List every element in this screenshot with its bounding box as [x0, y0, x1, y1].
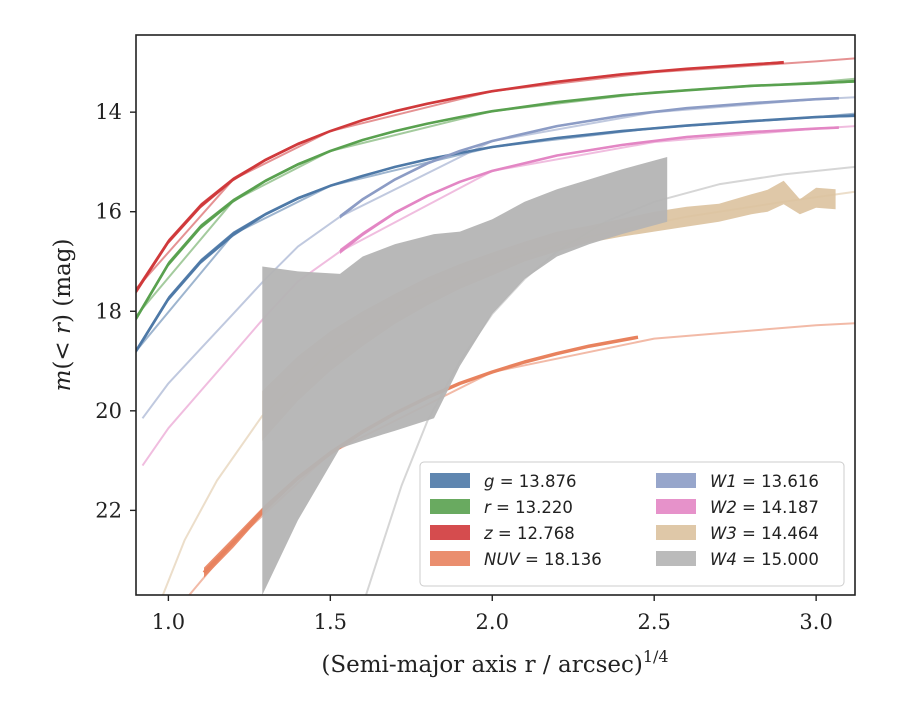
y-tick-label: 22: [95, 498, 122, 522]
legend-swatch-z: [430, 525, 470, 540]
profile-line-w1: [339, 96, 839, 218]
y-tick-label: 18: [95, 299, 122, 323]
legend: g = 13.876 r = 13.220 z = 12.768 NUV = 18.1…: [419, 461, 845, 587]
plot-area: [136, 57, 855, 595]
x-tick-label: 1.5: [314, 610, 347, 634]
y-axis: 14 16 18 20 22: [95, 100, 136, 522]
legend-label-w2: W2 = 14.187: [710, 498, 819, 517]
legend-swatch-w2: [656, 499, 696, 514]
y-axis-label: m(< r) (mag): [50, 239, 76, 392]
x-tick-label: 3.0: [799, 610, 832, 634]
y-tick-label: 20: [95, 399, 122, 423]
legend-swatch-w4: [656, 551, 696, 566]
x-axis: 1.0 1.5 2.0 2.5 3.0: [152, 595, 833, 634]
legend-swatch-r: [430, 499, 470, 514]
legend-label-nuv: NUV = 18.136: [484, 550, 602, 569]
x-tick-label: 2.0: [476, 610, 509, 634]
plot-frame: [135, 34, 856, 596]
x-tick-label: 1.0: [152, 610, 185, 634]
legend-label-g: g = 13.876: [484, 472, 577, 491]
profile-line-w2: [339, 126, 839, 253]
x-tick-label: 2.5: [637, 610, 670, 634]
band-w4: [262, 157, 668, 595]
legend-label-w4: W4 = 15.000: [710, 550, 819, 569]
fit-curve-w1: [141, 96, 855, 419]
legend-box: [419, 461, 845, 587]
legend-label-r: r = 13.220: [484, 498, 573, 517]
legend-label-w3: W3 = 14.464: [710, 524, 819, 543]
y-tick-label: 16: [95, 200, 122, 224]
y-tick-label: 14: [95, 100, 122, 124]
x-axis-label: (Semi-major axis r / arcsec)1/4: [321, 647, 668, 678]
legend-swatch-w3: [656, 525, 696, 540]
profile-line-r: [136, 80, 855, 320]
legend-label-w1: W1 = 13.616: [710, 472, 819, 491]
legend-swatch-nuv: [430, 551, 470, 566]
profile-line-z: [136, 61, 784, 293]
legend-label-z: z = 12.768: [483, 524, 575, 543]
legend-swatch-w1: [656, 473, 696, 488]
profile-line-g: [136, 114, 855, 352]
legend-swatch-g: [430, 473, 470, 488]
